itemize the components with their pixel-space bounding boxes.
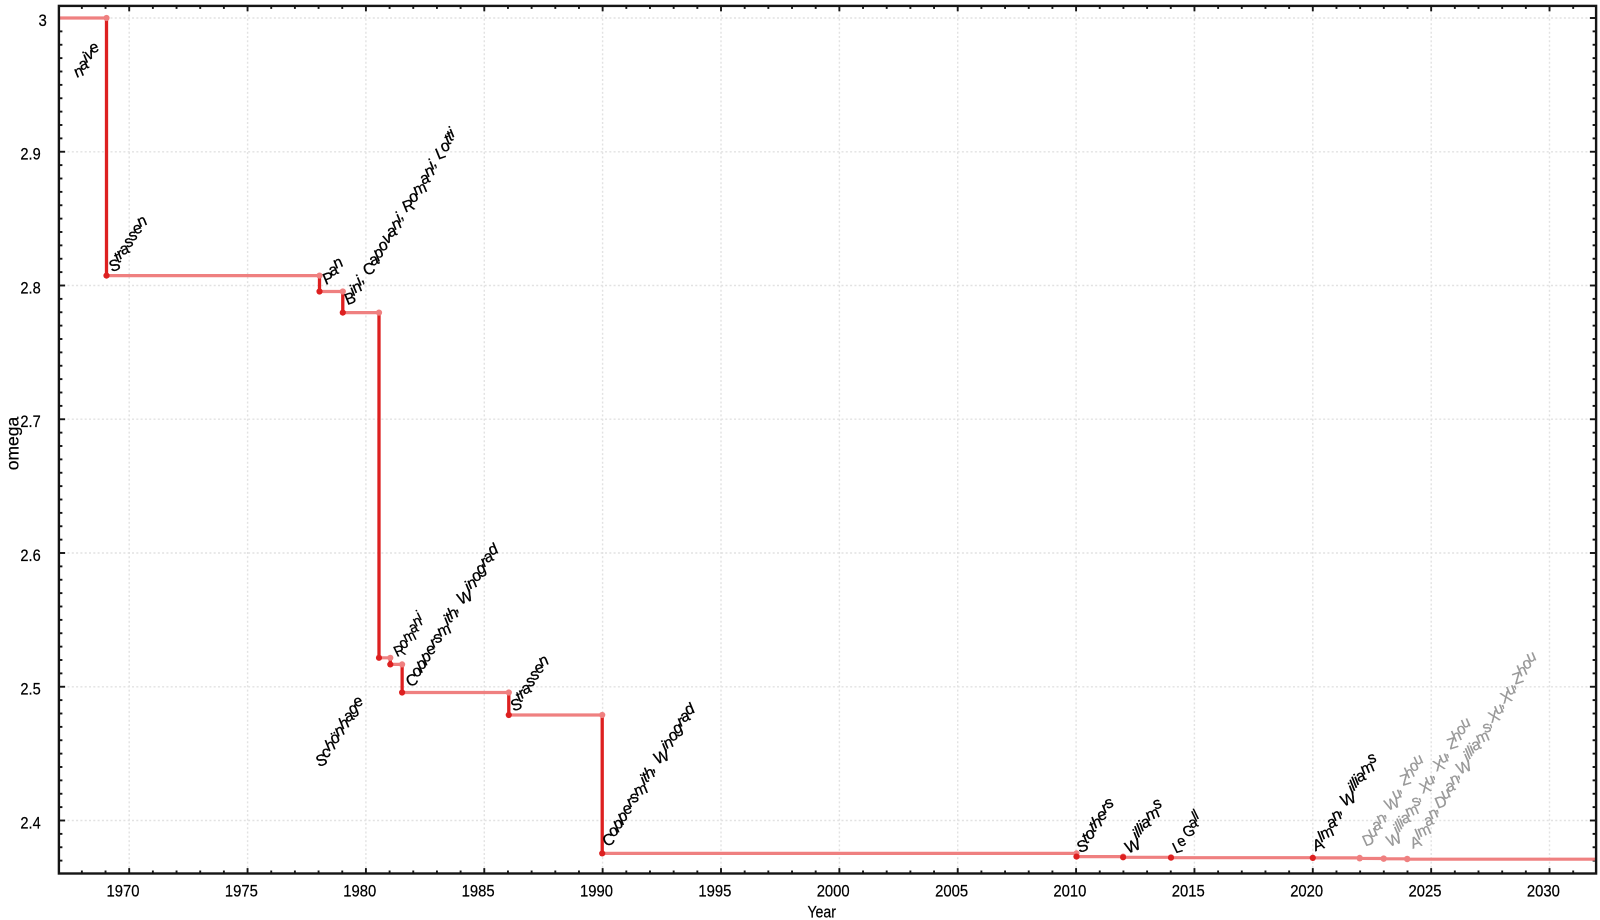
svg-text:1985: 1985 xyxy=(462,882,495,901)
svg-text:2.7: 2.7 xyxy=(20,412,40,431)
svg-text:2.5: 2.5 xyxy=(20,680,40,699)
svg-text:1990: 1990 xyxy=(580,882,613,901)
svg-text:2010: 2010 xyxy=(1053,882,1086,901)
svg-text:2.4: 2.4 xyxy=(20,813,40,832)
svg-text:2025: 2025 xyxy=(1409,882,1442,901)
svg-text:1980: 1980 xyxy=(343,882,376,901)
svg-text:2005: 2005 xyxy=(935,882,968,901)
svg-text:2000: 2000 xyxy=(817,882,850,901)
svg-text:2.6: 2.6 xyxy=(20,546,40,565)
svg-text:omega: omega xyxy=(3,416,23,470)
svg-text:1970: 1970 xyxy=(107,882,140,901)
svg-text:2030: 2030 xyxy=(1527,882,1560,901)
svg-text:3: 3 xyxy=(39,11,47,30)
svg-text:1975: 1975 xyxy=(225,882,258,901)
svg-text:2.8: 2.8 xyxy=(20,278,40,297)
svg-text:2020: 2020 xyxy=(1290,882,1323,901)
svg-text:2.9: 2.9 xyxy=(20,145,40,164)
svg-text:Year: Year xyxy=(807,903,836,920)
svg-text:2015: 2015 xyxy=(1172,882,1205,901)
svg-text:1995: 1995 xyxy=(698,882,731,901)
